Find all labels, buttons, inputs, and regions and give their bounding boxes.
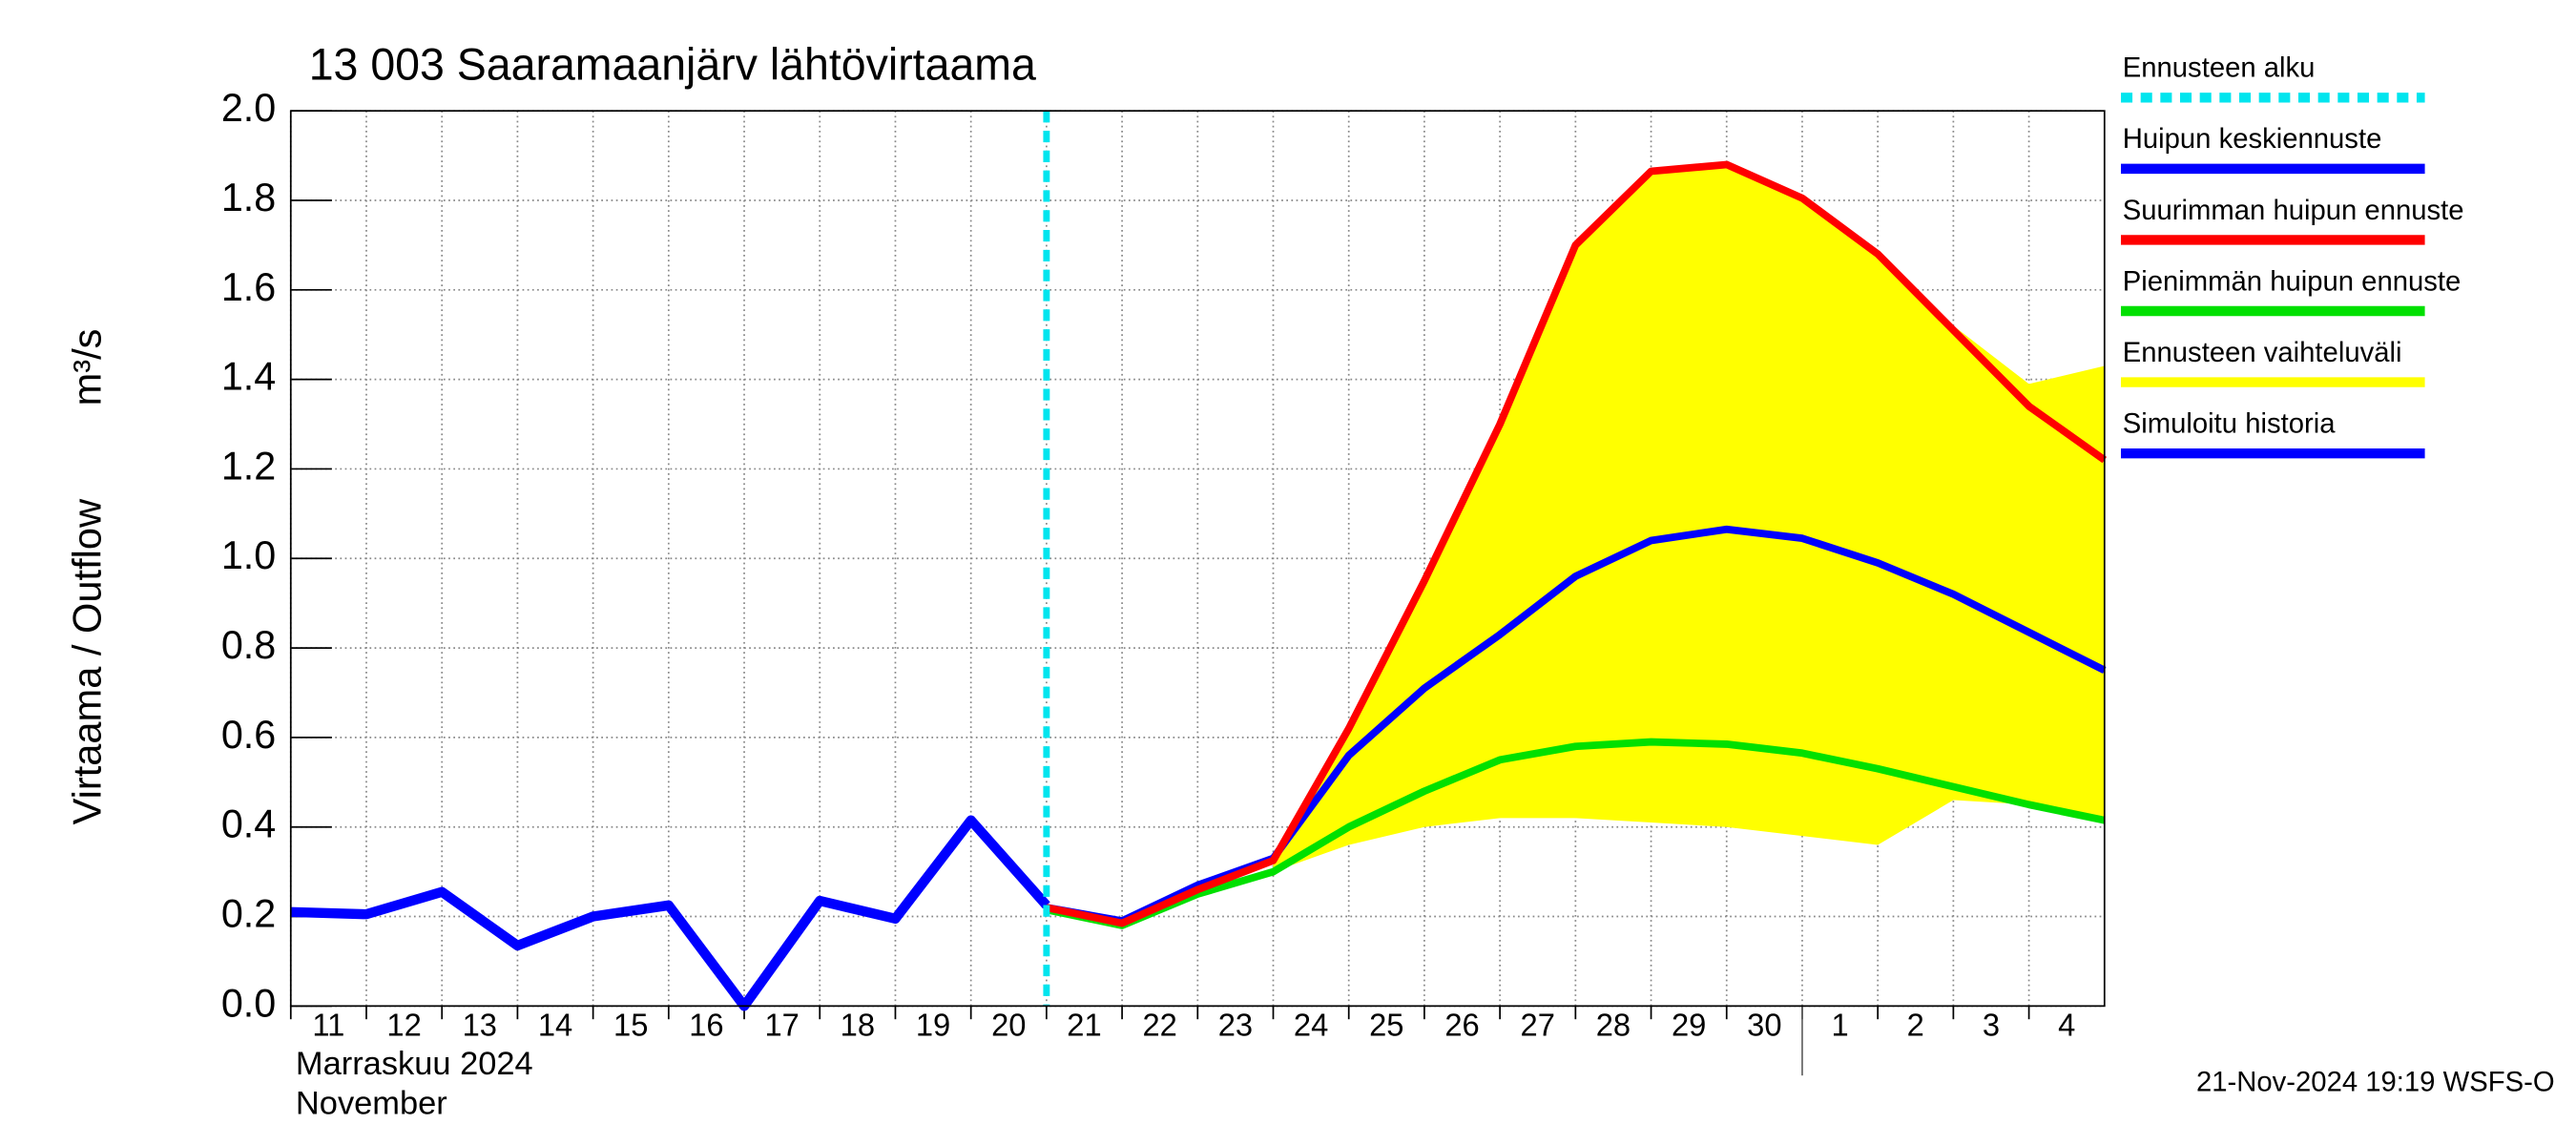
x-tick-label: 27 [1521,1007,1555,1042]
x-tick-label: 4 [2058,1007,2075,1042]
x-tick-label: 1 [1831,1007,1848,1042]
y-tick-label: 1.4 [221,353,276,398]
x-tick-label: 19 [916,1007,950,1042]
x-tick-label: 18 [841,1007,875,1042]
x-tick-label: 30 [1747,1007,1781,1042]
series-line [290,815,1050,1011]
x-tick-label: 20 [991,1007,1026,1042]
x-tick-label: 25 [1369,1007,1403,1042]
x-tick-label: 13 [463,1007,497,1042]
x-tick-label: 16 [689,1007,723,1042]
x-tick-label: 23 [1218,1007,1253,1042]
x-tick-label: 22 [1142,1007,1176,1042]
x-tick-label: 12 [386,1007,421,1042]
y-axis-label: Virtaama / Outflow [65,498,110,825]
y-tick-label: 2.0 [221,85,276,130]
forecast-range-area [1273,164,2105,872]
x-tick-label: 28 [1596,1007,1631,1042]
y-tick-label: 0.2 [221,890,276,935]
y-tick-label: 0.8 [221,622,276,667]
x-tick-label: 26 [1444,1007,1479,1042]
legend-label: Ennusteen alku [2123,52,2316,84]
legend-label: Huipun keskiennuste [2123,123,2382,155]
x-tick-label: 24 [1294,1007,1328,1042]
y-tick-label: 0.0 [221,980,276,1025]
x-tick-label: 2 [1907,1007,1924,1042]
month-label: Marraskuu 2024 [296,1046,533,1082]
month-label: November [296,1085,447,1121]
x-tick-label: 11 [312,1007,344,1042]
legend-label: Pienimmän huipun ennuste [2123,265,2462,297]
y-tick-label: 1.0 [221,532,276,577]
timestamp: 21-Nov-2024 19:19 WSFS-O [2196,1067,2555,1098]
x-tick-label: 29 [1672,1007,1706,1042]
series-line [1046,738,2106,929]
legend-label: Ennusteen vaihteluväli [2123,337,2402,368]
y-axis-unit: m³/s [65,329,110,406]
x-tick-label: 17 [764,1007,799,1042]
chart-title: 13 003 Saaramaanjärv lähtövirtaama [309,39,1036,89]
legend-label: Suurimman huipun ennuste [2123,195,2464,226]
x-tick-label: 21 [1067,1007,1101,1042]
y-tick-label: 0.4 [221,802,276,846]
x-tick-label: 15 [613,1007,648,1042]
y-tick-label: 1.2 [221,443,276,488]
x-tick-label: 14 [538,1007,572,1042]
y-tick-label: 1.6 [221,264,276,309]
plot-frame [289,110,2106,1008]
y-tick-label: 0.6 [221,712,276,757]
legend-label: Simuloitu historia [2123,407,2336,439]
series-line [1046,160,2108,927]
x-tick-label: 3 [1983,1007,2000,1042]
y-tick-label: 1.8 [221,175,276,219]
